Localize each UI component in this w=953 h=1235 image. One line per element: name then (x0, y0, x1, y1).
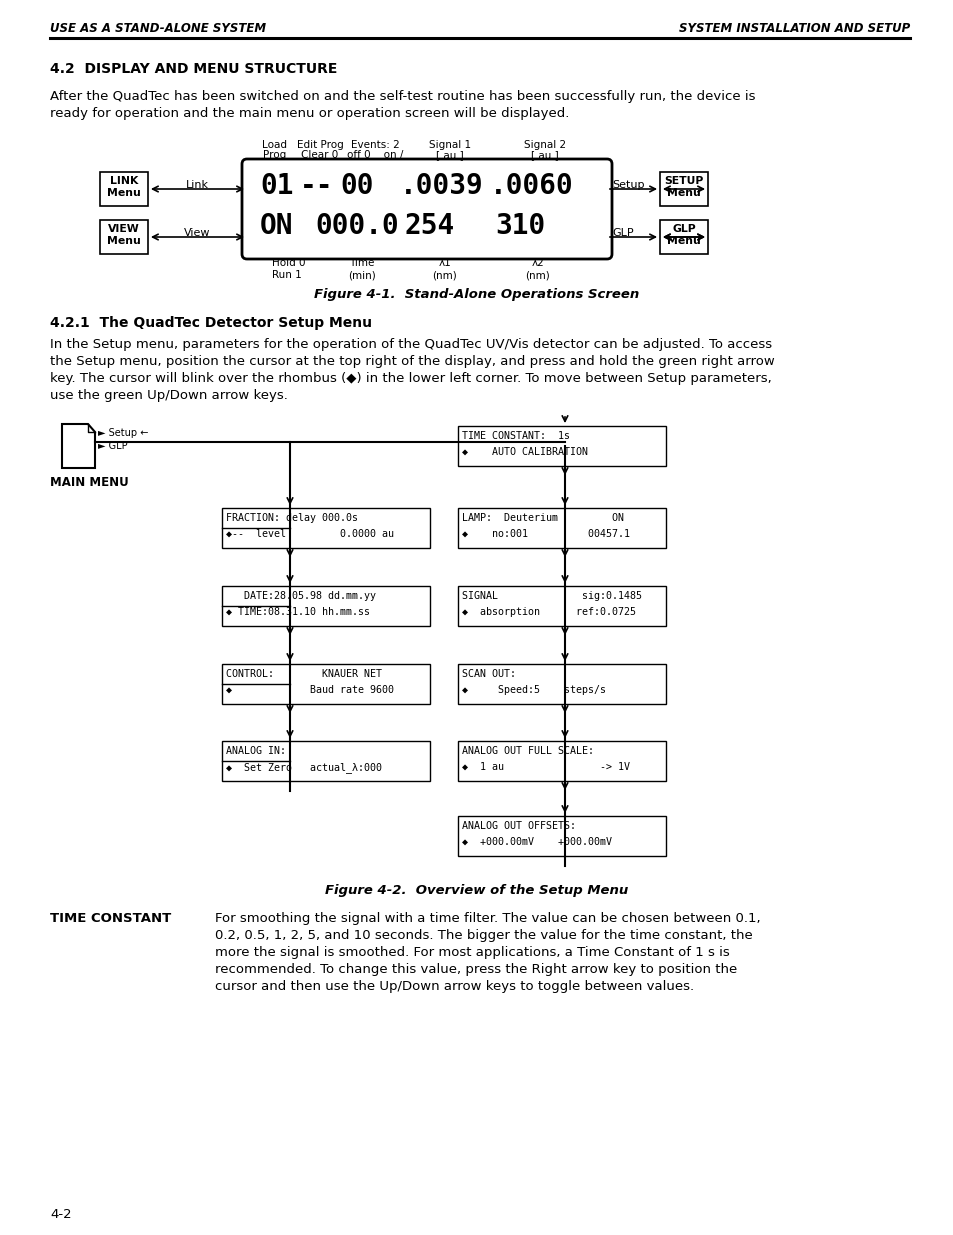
Text: DATE:28.05.98 dd.mm.yy: DATE:28.05.98 dd.mm.yy (226, 592, 375, 601)
Text: LINK
Menu: LINK Menu (107, 177, 141, 199)
Text: Hold 0: Hold 0 (272, 258, 305, 268)
Text: recommended. To change this value, press the Right arrow key to position the: recommended. To change this value, press… (214, 963, 737, 976)
Text: Run 1: Run 1 (272, 270, 301, 280)
Text: (nm): (nm) (525, 270, 550, 280)
Text: TIME CONSTANT:  1s: TIME CONSTANT: 1s (461, 431, 569, 441)
FancyBboxPatch shape (222, 741, 430, 781)
FancyBboxPatch shape (242, 159, 612, 259)
Text: ◆             Baud rate 9600: ◆ Baud rate 9600 (226, 685, 394, 695)
Text: ◆  +000.00mV    +000.00mV: ◆ +000.00mV +000.00mV (461, 837, 612, 847)
Text: 4-2: 4-2 (50, 1208, 71, 1221)
Text: 254: 254 (405, 212, 455, 240)
Text: Signal 1: Signal 1 (429, 140, 471, 149)
Text: ► GLP: ► GLP (98, 441, 128, 451)
Text: λ1: λ1 (438, 258, 451, 268)
Text: GLP
Menu: GLP Menu (666, 224, 700, 247)
Text: Prog: Prog (263, 149, 286, 161)
Text: Figure 4-2.  Overview of the Setup Menu: Figure 4-2. Overview of the Setup Menu (325, 884, 628, 897)
Text: CONTROL:        KNAUER NET: CONTROL: KNAUER NET (226, 669, 381, 679)
FancyBboxPatch shape (222, 508, 430, 548)
Text: 4.2.1  The QuadTec Detector Setup Menu: 4.2.1 The QuadTec Detector Setup Menu (50, 316, 372, 330)
Text: Link: Link (185, 180, 209, 190)
Text: GLP: GLP (612, 228, 633, 238)
Polygon shape (62, 424, 95, 468)
Text: VIEW
Menu: VIEW Menu (107, 224, 141, 247)
FancyBboxPatch shape (100, 220, 148, 254)
Text: SCAN OUT:: SCAN OUT: (461, 669, 516, 679)
Text: ON: ON (260, 212, 294, 240)
FancyBboxPatch shape (457, 741, 665, 781)
Text: ◆     Speed:5    steps/s: ◆ Speed:5 steps/s (461, 685, 605, 695)
Text: the Setup menu, position the cursor at the top right of the display, and press a: the Setup menu, position the cursor at t… (50, 354, 774, 368)
Text: For smoothing the signal with a time filter. The value can be chosen between 0.1: For smoothing the signal with a time fil… (214, 911, 760, 925)
Text: 00: 00 (339, 172, 374, 200)
Text: [ au ]: [ au ] (436, 149, 463, 161)
Text: [ au ]: [ au ] (531, 149, 558, 161)
Text: key. The cursor will blink over the rhombus (◆) in the lower left corner. To mov: key. The cursor will blink over the rhom… (50, 372, 771, 385)
Text: 0.2, 0.5, 1, 2, 5, and 10 seconds. The bigger the value for the time constant, t: 0.2, 0.5, 1, 2, 5, and 10 seconds. The b… (214, 929, 752, 942)
Text: SETUP
Menu: SETUP Menu (663, 177, 703, 199)
Text: TIME CONSTANT: TIME CONSTANT (50, 911, 172, 925)
Text: ◆    AUTO CALIBRATION: ◆ AUTO CALIBRATION (461, 447, 587, 457)
Text: Setup: Setup (612, 180, 644, 190)
FancyBboxPatch shape (457, 508, 665, 548)
Text: ◆ TIME:08.31.10 hh.mm.ss: ◆ TIME:08.31.10 hh.mm.ss (226, 606, 370, 618)
Text: ◆--  level         0.0000 au: ◆-- level 0.0000 au (226, 529, 394, 538)
Text: LAMP:  Deuterium         ON: LAMP: Deuterium ON (461, 513, 623, 522)
Text: ANALOG OUT FULL SCALE:: ANALOG OUT FULL SCALE: (461, 746, 594, 756)
Text: λ2: λ2 (531, 258, 544, 268)
Text: After the QuadTec has been switched on and the self-test routine has been succes: After the QuadTec has been switched on a… (50, 90, 755, 103)
Text: --: -- (299, 172, 334, 200)
FancyBboxPatch shape (457, 664, 665, 704)
FancyBboxPatch shape (222, 585, 430, 626)
FancyBboxPatch shape (659, 172, 707, 206)
FancyBboxPatch shape (457, 426, 665, 466)
FancyBboxPatch shape (457, 585, 665, 626)
FancyBboxPatch shape (222, 664, 430, 704)
Text: 000.0: 000.0 (314, 212, 398, 240)
Text: ◆    no:001          00457.1: ◆ no:001 00457.1 (461, 529, 629, 538)
FancyBboxPatch shape (457, 816, 665, 856)
FancyBboxPatch shape (659, 220, 707, 254)
Text: Load: Load (262, 140, 287, 149)
Text: ready for operation and the main menu or operation screen will be displayed.: ready for operation and the main menu or… (50, 107, 569, 120)
Text: FRACTION: delay 000.0s: FRACTION: delay 000.0s (226, 513, 357, 522)
Text: cursor and then use the Up/Down arrow keys to toggle between values.: cursor and then use the Up/Down arrow ke… (214, 981, 694, 993)
Text: ◆  absorption      ref:0.0725: ◆ absorption ref:0.0725 (461, 606, 636, 618)
Text: Clear 0: Clear 0 (301, 149, 338, 161)
FancyBboxPatch shape (100, 172, 148, 206)
Text: use the green Up/Down arrow keys.: use the green Up/Down arrow keys. (50, 389, 288, 403)
Text: ANALOG OUT OFFSETS:: ANALOG OUT OFFSETS: (461, 821, 576, 831)
Text: 01: 01 (260, 172, 294, 200)
Text: more the signal is smoothed. For most applications, a Time Constant of 1 s is: more the signal is smoothed. For most ap… (214, 946, 729, 960)
Text: off 0    on /: off 0 on / (347, 149, 403, 161)
Text: ► Setup ←: ► Setup ← (98, 429, 149, 438)
Text: Figure 4-1.  Stand-Alone Operations Screen: Figure 4-1. Stand-Alone Operations Scree… (314, 288, 639, 301)
Text: (nm): (nm) (432, 270, 456, 280)
Text: SIGNAL              sig:0.1485: SIGNAL sig:0.1485 (461, 592, 641, 601)
Text: SYSTEM INSTALLATION AND SETUP: SYSTEM INSTALLATION AND SETUP (678, 22, 909, 35)
Text: Time: Time (349, 258, 375, 268)
Text: ANALOG IN:: ANALOG IN: (226, 746, 286, 756)
Text: .0039: .0039 (399, 172, 483, 200)
Text: Edit Prog: Edit Prog (296, 140, 343, 149)
Text: ◆  1 au                -> 1V: ◆ 1 au -> 1V (461, 762, 629, 772)
Text: .0060: .0060 (490, 172, 573, 200)
Text: USE AS A STAND-ALONE SYSTEM: USE AS A STAND-ALONE SYSTEM (50, 22, 266, 35)
Text: 310: 310 (495, 212, 545, 240)
Text: Events: 2: Events: 2 (351, 140, 399, 149)
Text: (min): (min) (348, 270, 375, 280)
Text: ◆  Set Zero   actual_λ:000: ◆ Set Zero actual_λ:000 (226, 762, 381, 773)
Text: In the Setup menu, parameters for the operation of the QuadTec UV/Vis detector c: In the Setup menu, parameters for the op… (50, 338, 771, 351)
Text: View: View (184, 228, 210, 238)
Text: Signal 2: Signal 2 (523, 140, 565, 149)
Text: 4.2  DISPLAY AND MENU STRUCTURE: 4.2 DISPLAY AND MENU STRUCTURE (50, 62, 337, 77)
Text: MAIN MENU: MAIN MENU (50, 475, 129, 489)
